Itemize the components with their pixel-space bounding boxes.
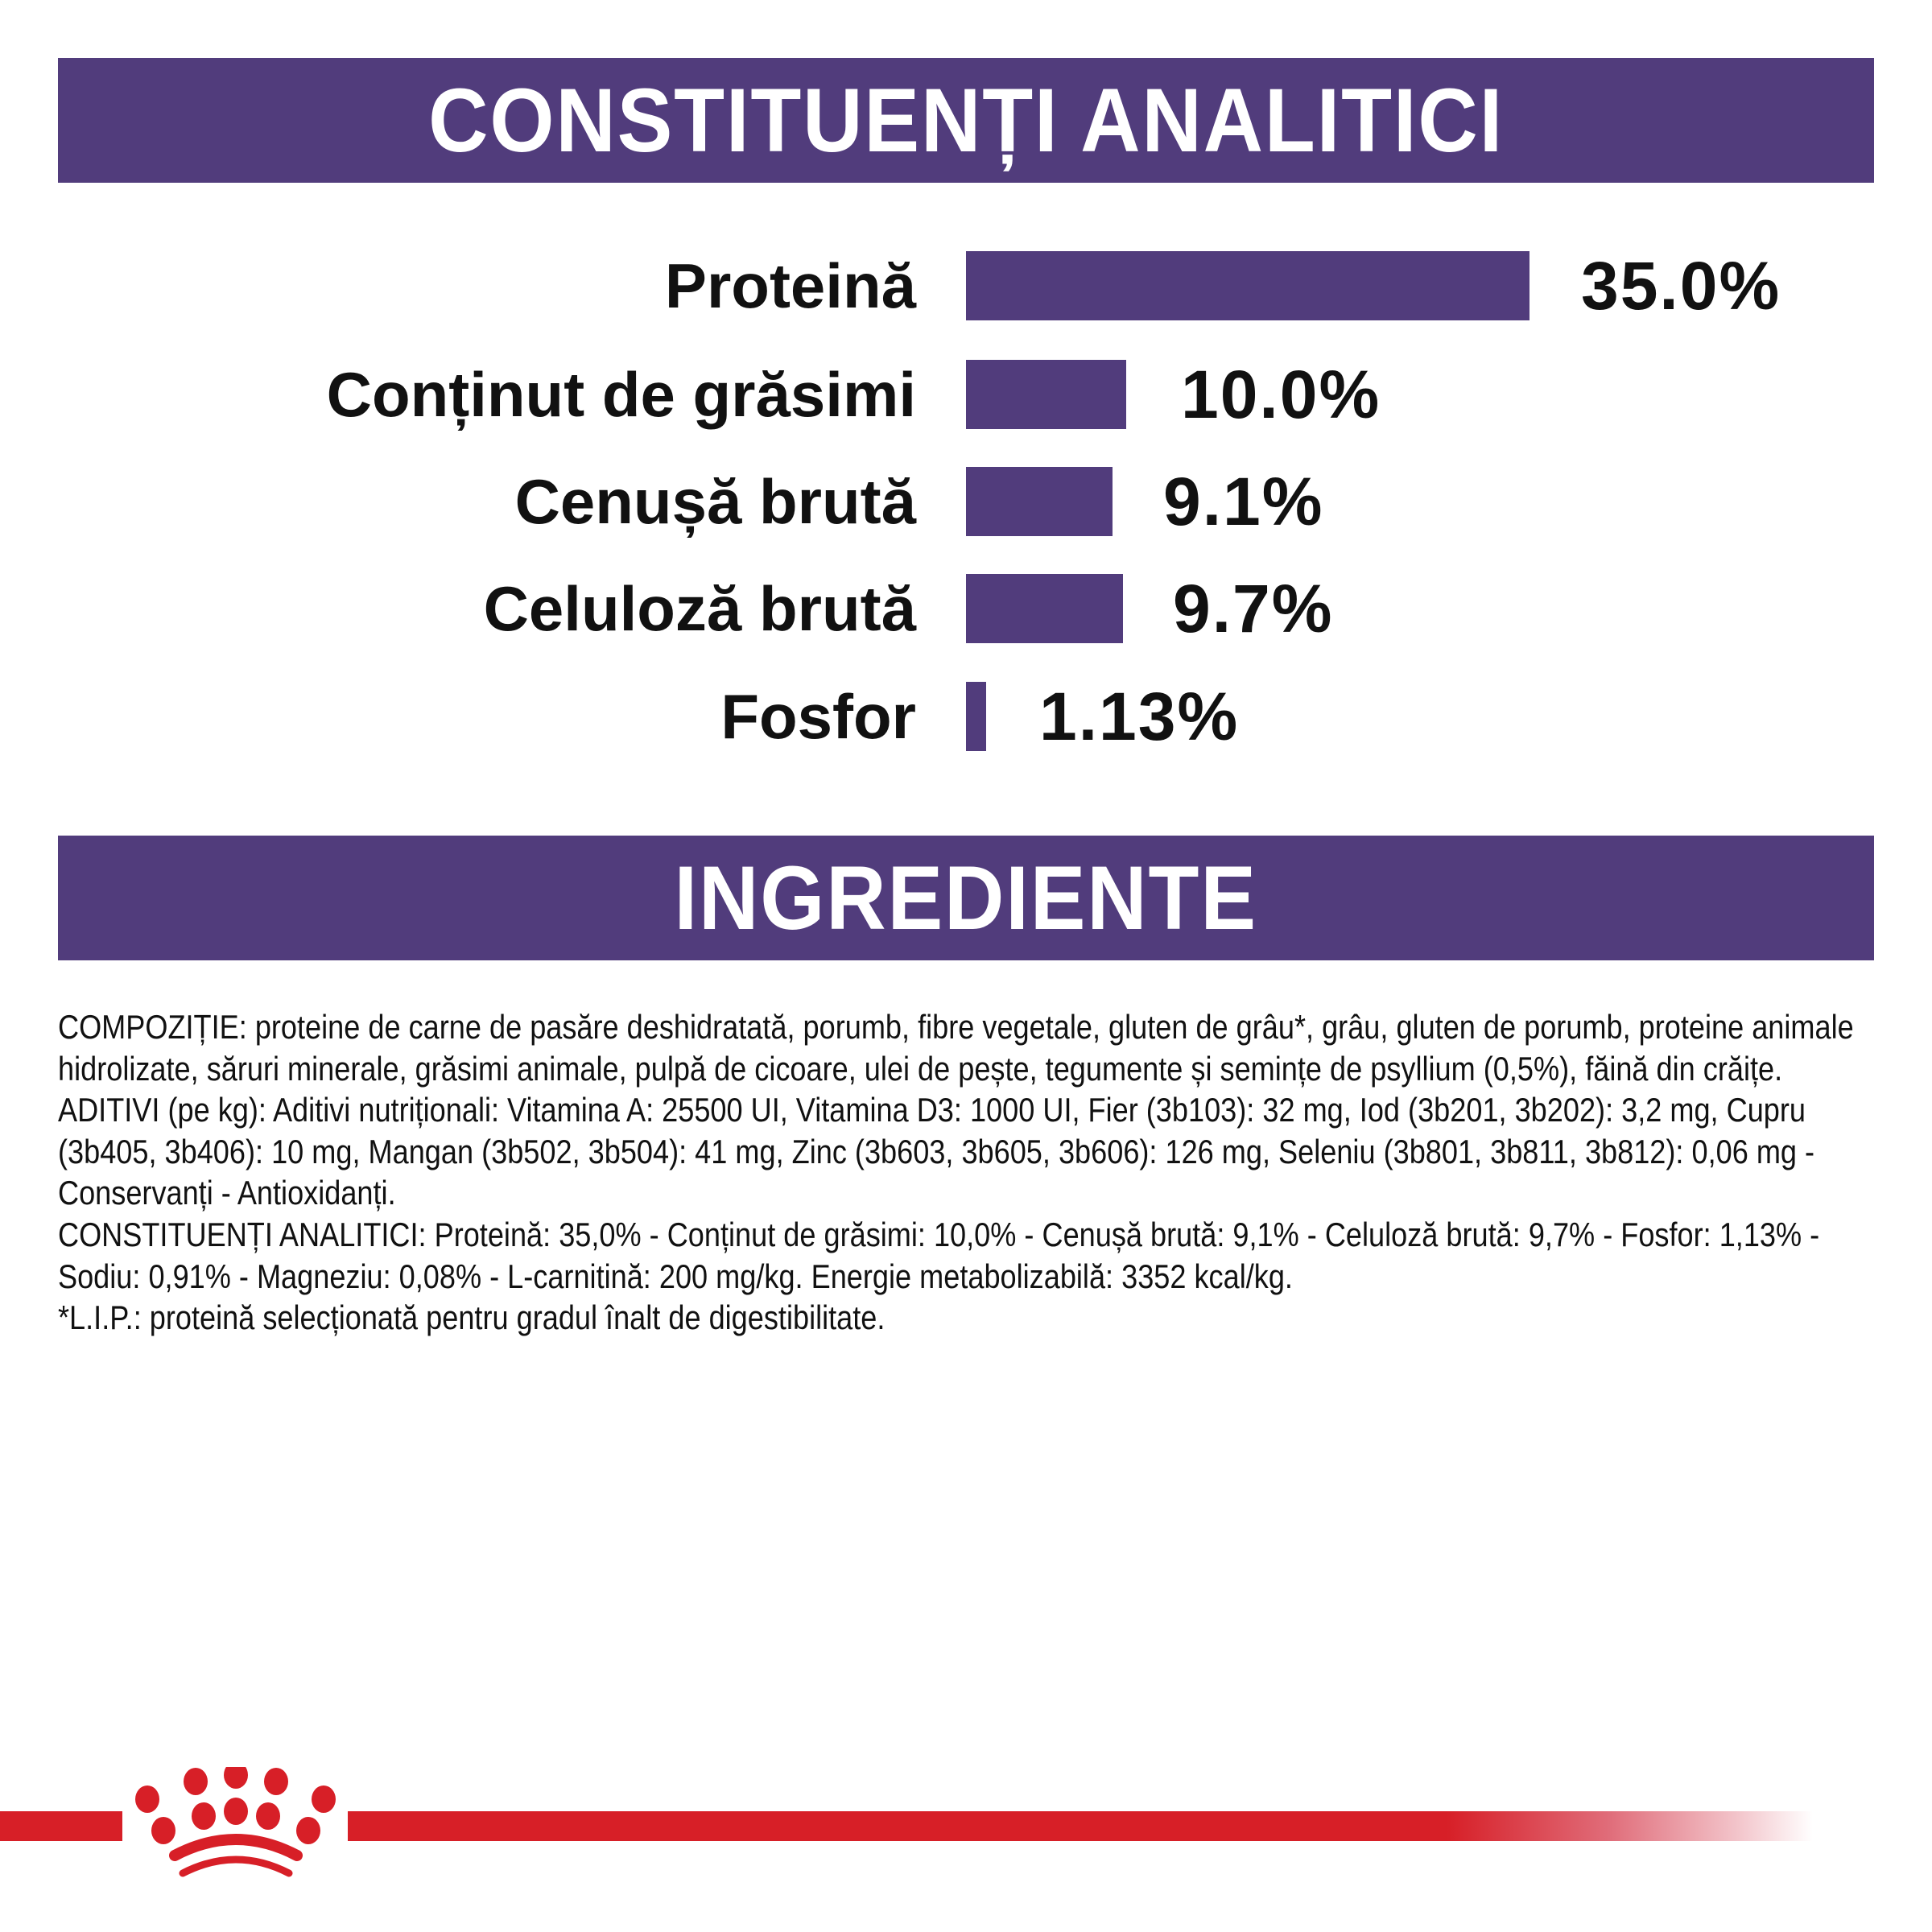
chart-row-value: 10.0% <box>1181 357 1381 432</box>
analytic-constituents-header: CONSTITUENȚI ANALITICI <box>58 58 1874 183</box>
additives-paragraph: ADITIVI (pe kg): Aditivi nutriționali: V… <box>58 1091 1815 1212</box>
chart-bar <box>966 251 1530 320</box>
chart-row-phosphorus: Fosfor 1.13% <box>0 682 1932 751</box>
chart-row-label: Fosfor <box>720 681 916 752</box>
chart-bar <box>966 682 986 751</box>
chart-row-fibre: Celuloză brută 9.7% <box>0 574 1932 643</box>
footnote-paragraph: *L.I.P.: proteină selecționată pentru gr… <box>58 1298 886 1337</box>
ingredients-title: INGREDIENTE <box>674 847 1258 948</box>
composition-paragraph: COMPOZIȚIE: proteine de carne de pasăre … <box>58 1008 1854 1088</box>
chart-row-value: 35.0% <box>1581 248 1781 324</box>
chart-row-label: Proteină <box>664 250 916 321</box>
chart-bar <box>966 574 1123 643</box>
chart-row-protein: Proteină 35.0% <box>0 251 1932 320</box>
crown-logo-icon <box>135 1767 336 1877</box>
brand-stripe-left <box>0 1811 122 1841</box>
chart-row-label: Cenușă brută <box>514 466 916 537</box>
analytic-constituents-title: CONSTITUENȚI ANALITICI <box>427 69 1505 171</box>
analytic-paragraph: CONSTITUENȚI ANALITICI: Proteină: 35,0% … <box>58 1215 1820 1295</box>
brand-stripe-right <box>348 1811 1813 1841</box>
chart-row-value: 9.7% <box>1173 571 1334 646</box>
chart-row-label: Conținut de grăsimi <box>326 359 916 430</box>
chart-row-label: Celuloză brută <box>483 573 916 644</box>
chart-bar <box>966 360 1126 429</box>
chart-row-ash: Cenușă brută 9.1% <box>0 467 1932 536</box>
chart-row-value: 1.13% <box>1039 679 1240 754</box>
chart-row-value: 9.1% <box>1163 464 1324 539</box>
ingredients-header: INGREDIENTE <box>58 836 1874 960</box>
ingredients-text: COMPOZIȚIE: proteine de carne de pasăre … <box>58 1006 1885 1339</box>
chart-row-fat: Conținut de grăsimi 10.0% <box>0 360 1932 429</box>
chart-bar <box>966 467 1113 536</box>
